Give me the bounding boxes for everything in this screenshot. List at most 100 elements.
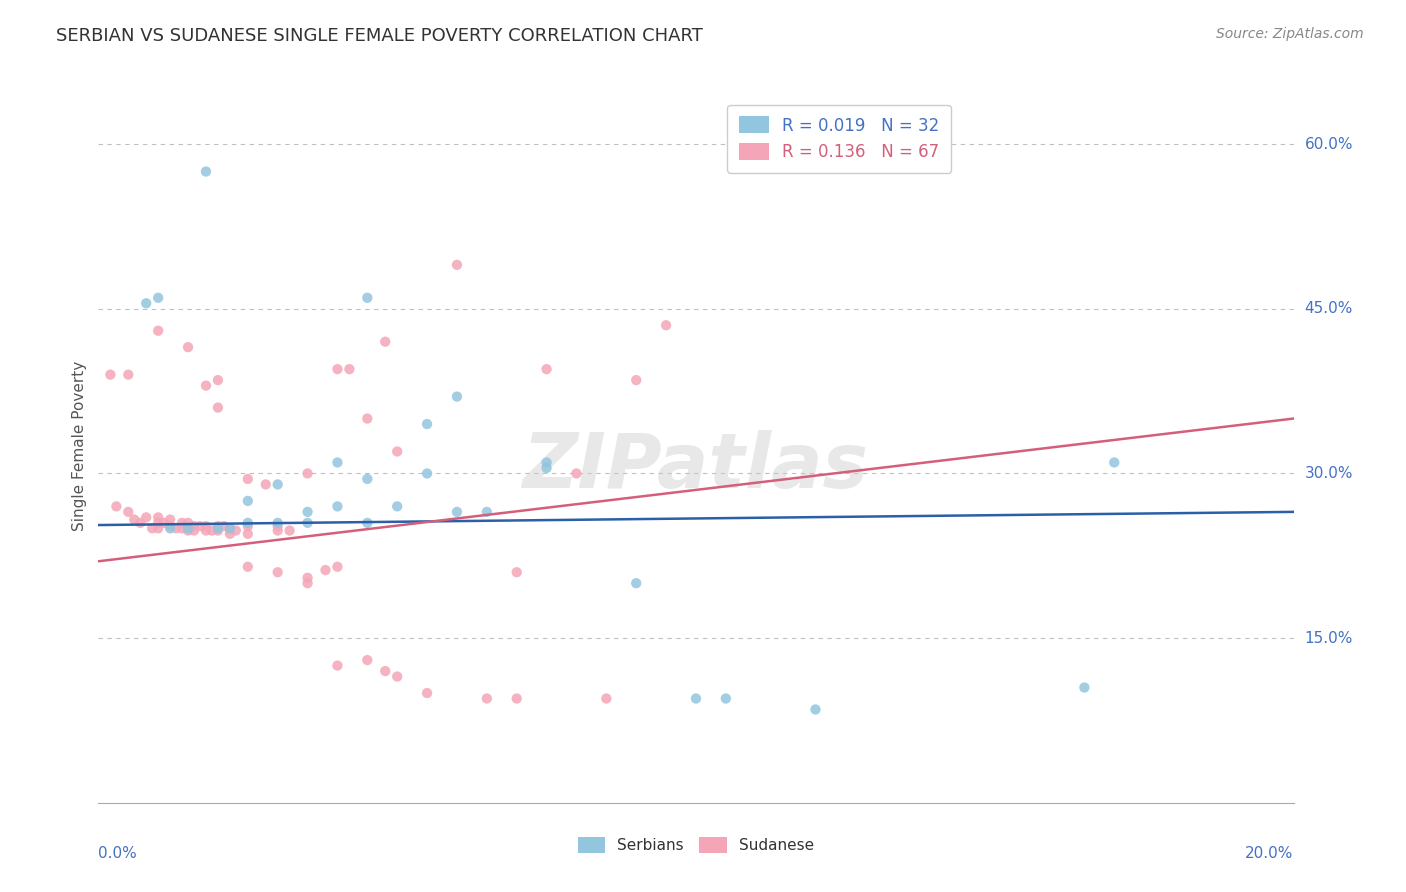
Point xyxy=(219,526,242,541)
Point xyxy=(374,334,396,349)
Point xyxy=(117,368,139,382)
Point xyxy=(267,477,290,491)
Point xyxy=(374,664,396,678)
Point xyxy=(172,516,194,530)
Point xyxy=(195,378,218,392)
Point xyxy=(236,472,259,486)
Point xyxy=(297,576,319,591)
Point xyxy=(446,390,468,404)
Point xyxy=(297,505,319,519)
Point xyxy=(326,455,349,469)
Point xyxy=(685,691,707,706)
Point xyxy=(506,566,529,580)
Point xyxy=(278,524,301,538)
Point xyxy=(153,516,176,530)
Point xyxy=(177,524,200,538)
Point xyxy=(385,669,409,683)
Point xyxy=(236,494,259,508)
Point xyxy=(565,467,588,481)
Point xyxy=(446,505,468,519)
Point xyxy=(207,401,229,415)
Point xyxy=(117,505,139,519)
Point xyxy=(195,519,218,533)
Point xyxy=(626,373,648,387)
Text: 30.0%: 30.0% xyxy=(1305,466,1353,481)
Point xyxy=(148,510,170,524)
Point xyxy=(356,411,378,425)
Point xyxy=(356,472,378,486)
Point xyxy=(315,563,337,577)
Point xyxy=(254,477,277,491)
Point xyxy=(267,566,290,580)
Point xyxy=(148,291,170,305)
Text: 45.0%: 45.0% xyxy=(1305,301,1353,317)
Point xyxy=(225,524,247,538)
Point xyxy=(195,164,218,178)
Y-axis label: Single Female Poverty: Single Female Poverty xyxy=(72,361,87,531)
Point xyxy=(326,658,349,673)
Point xyxy=(356,516,378,530)
Point xyxy=(297,571,319,585)
Point xyxy=(219,521,242,535)
Point xyxy=(356,291,378,305)
Point xyxy=(595,691,617,706)
Point xyxy=(536,461,558,475)
Point xyxy=(207,524,229,538)
Point xyxy=(207,521,229,535)
Text: 20.0%: 20.0% xyxy=(1246,846,1294,861)
Point xyxy=(177,521,200,535)
Point xyxy=(183,519,205,533)
Point xyxy=(626,576,648,591)
Point xyxy=(177,340,200,354)
Point xyxy=(159,512,181,526)
Point xyxy=(297,516,319,530)
Point xyxy=(1104,455,1126,469)
Point xyxy=(475,505,498,519)
Point xyxy=(212,519,235,533)
Point xyxy=(536,362,558,376)
Point xyxy=(416,417,439,431)
Point xyxy=(1073,681,1095,695)
Point xyxy=(105,500,128,514)
Point xyxy=(385,444,409,458)
Text: Source: ZipAtlas.com: Source: ZipAtlas.com xyxy=(1216,27,1364,41)
Point xyxy=(267,516,290,530)
Point xyxy=(416,467,439,481)
Point xyxy=(714,691,737,706)
Point xyxy=(172,521,194,535)
Point xyxy=(135,510,157,524)
Point xyxy=(326,362,349,376)
Point xyxy=(129,516,152,530)
Point xyxy=(326,559,349,574)
Point xyxy=(148,516,170,530)
Point xyxy=(188,519,211,533)
Text: 0.0%: 0.0% xyxy=(98,846,138,861)
Point xyxy=(446,258,468,272)
Point xyxy=(416,686,439,700)
Point xyxy=(165,521,187,535)
Point xyxy=(356,653,378,667)
Point xyxy=(236,519,259,533)
Point xyxy=(236,559,259,574)
Point xyxy=(655,318,678,333)
Point xyxy=(297,467,319,481)
Point xyxy=(326,500,349,514)
Text: 15.0%: 15.0% xyxy=(1305,631,1353,646)
Point xyxy=(124,512,146,526)
Point xyxy=(267,524,290,538)
Point xyxy=(219,521,242,535)
Point xyxy=(183,524,205,538)
Point xyxy=(385,500,409,514)
Point xyxy=(98,368,122,382)
Point xyxy=(148,521,170,535)
Point xyxy=(159,519,181,533)
Point xyxy=(207,519,229,533)
Point xyxy=(135,296,157,310)
Point xyxy=(207,373,229,387)
Point xyxy=(804,702,827,716)
Point xyxy=(475,691,498,706)
Text: SERBIAN VS SUDANESE SINGLE FEMALE POVERTY CORRELATION CHART: SERBIAN VS SUDANESE SINGLE FEMALE POVERT… xyxy=(56,27,703,45)
Point xyxy=(148,324,170,338)
Text: 60.0%: 60.0% xyxy=(1305,136,1353,152)
Point xyxy=(141,521,163,535)
